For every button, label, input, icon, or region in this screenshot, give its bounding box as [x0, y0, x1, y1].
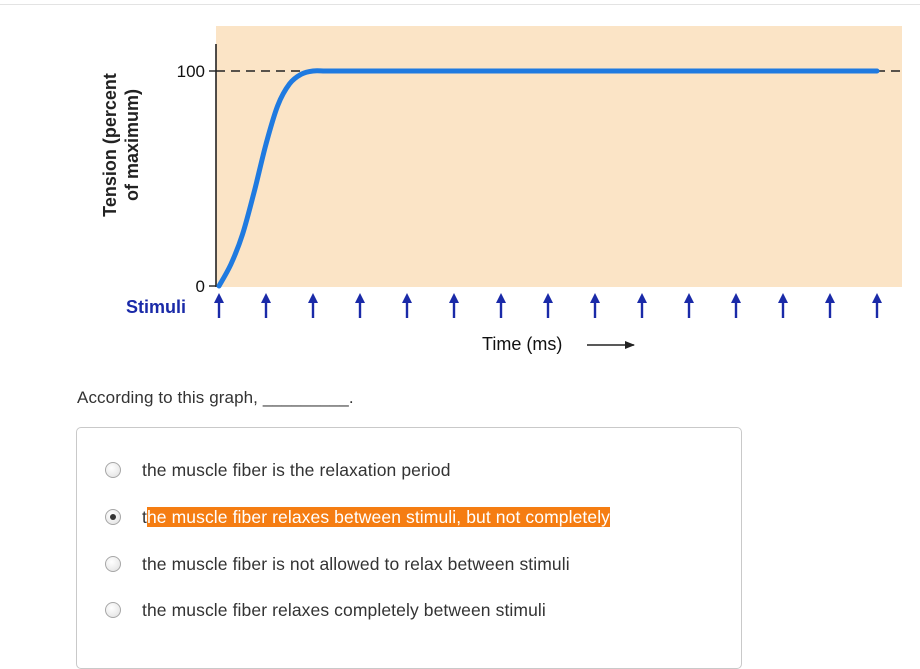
stimulus-arrow-icon — [261, 293, 271, 318]
stimuli-label: Stimuli — [126, 297, 186, 317]
stimulus-arrow-icon — [543, 293, 553, 318]
y-axis-label-line1: Tension (percent — [100, 73, 120, 217]
radio-option-4[interactable] — [105, 602, 121, 618]
option-2-label-start: t — [142, 506, 147, 527]
radio-option-3[interactable] — [105, 556, 121, 572]
stimulus-arrow-icon — [825, 293, 835, 318]
stimulus-arrow-icon — [355, 293, 365, 318]
tension-series-line — [216, 68, 880, 289]
option-4[interactable]: the muscle fiber relaxes completely betw… — [105, 596, 546, 624]
stimulus-arrow-icon — [637, 293, 647, 318]
stimulus-arrow-icon — [308, 293, 318, 318]
stimulus-arrow-icon — [402, 293, 412, 318]
option-2-label-highlighted: he muscle fiber relaxes between stimuli,… — [146, 506, 611, 527]
y-axis-label: Tension (percent of maximum) — [100, 73, 142, 217]
answer-options: the muscle fiber is the relaxation perio… — [76, 427, 742, 669]
stimuli-arrows — [214, 293, 882, 318]
stimulus-arrow-icon — [496, 293, 506, 318]
radio-option-2-selected[interactable] — [105, 509, 121, 525]
stimulus-arrow-icon — [872, 293, 882, 318]
option-2-label: the muscle fiber relaxes between stimuli… — [142, 506, 611, 528]
y-axis-label-line2: of maximum) — [122, 89, 142, 201]
option-3-label: the muscle fiber is not allowed to relax… — [142, 553, 570, 574]
stimulus-arrow-icon — [449, 293, 459, 318]
radio-option-1[interactable] — [105, 462, 121, 478]
option-2[interactable]: the muscle fiber relaxes between stimuli… — [105, 503, 611, 531]
stimulus-arrow-icon — [590, 293, 600, 318]
option-1-label: the muscle fiber is the relaxation perio… — [142, 459, 451, 480]
stimulus-arrow-icon — [778, 293, 788, 318]
stimulus-arrow-icon — [684, 293, 694, 318]
stimulus-arrow-icon — [731, 293, 741, 318]
x-axis-label: Time (ms) — [482, 334, 562, 354]
plot-area — [216, 26, 902, 287]
question-text: According to this graph, _________. — [77, 388, 354, 407]
tension-chart: 100 0 Tension (percent of maximum) Stimu… — [100, 26, 902, 354]
option-3[interactable]: the muscle fiber is not allowed to relax… — [105, 550, 570, 578]
y-tick-label-100: 100 — [177, 62, 205, 81]
top-divider — [0, 4, 920, 5]
option-4-label: the muscle fiber relaxes completely betw… — [142, 599, 546, 620]
y-tick-label-0: 0 — [196, 277, 205, 296]
option-1[interactable]: the muscle fiber is the relaxation perio… — [105, 456, 451, 484]
stimulus-arrow-icon — [214, 293, 224, 318]
